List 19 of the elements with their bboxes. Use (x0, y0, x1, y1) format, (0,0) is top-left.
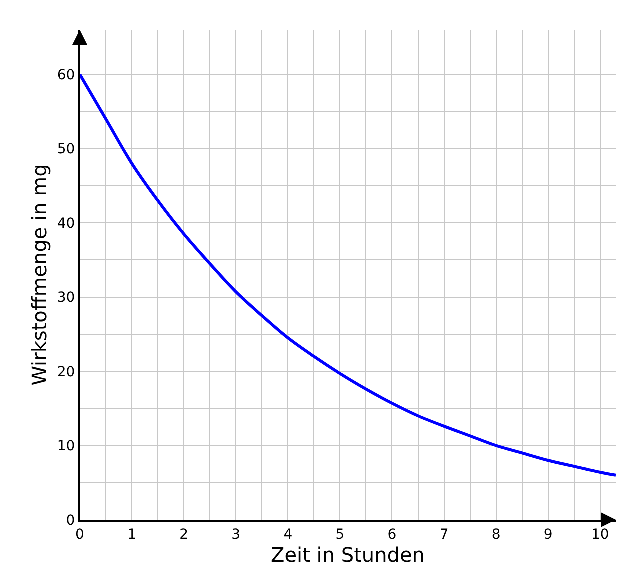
x-tick-label: 3 (232, 526, 241, 543)
x-tick-label: 9 (544, 526, 553, 543)
x-tick-label: 1 (128, 526, 136, 543)
x-tick-label: 2 (180, 526, 189, 543)
y-tick-label: 10 (57, 438, 76, 455)
x-tick-label: 6 (388, 526, 397, 543)
x-tick-label: 8 (492, 526, 501, 543)
x-tick-label: 5 (336, 526, 345, 543)
y-tick-label: 50 (57, 142, 76, 158)
y-axis-title: Wirkstoffmenge in mg (27, 164, 52, 386)
y-tick-label: 60 (57, 67, 76, 84)
x-axis-title: Zeit in Stunden (271, 542, 425, 567)
y-tick-label: 20 (57, 364, 76, 380)
y-tick-label: 40 (57, 216, 76, 232)
x-tick-label: 4 (284, 526, 293, 543)
y-tick-label: 30 (57, 290, 76, 306)
x-tick-label: 7 (440, 526, 449, 543)
x-tick-label: 10 (591, 526, 610, 543)
y-tick-label: 0 (66, 512, 76, 529)
